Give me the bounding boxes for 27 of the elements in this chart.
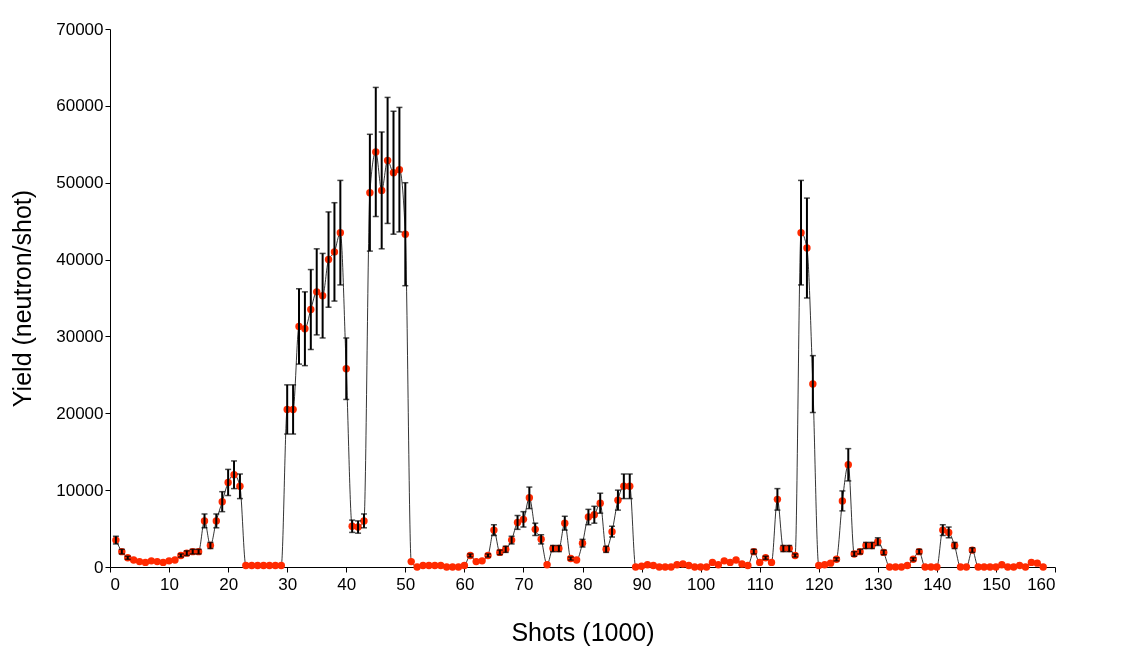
y-tick-label: 20000 [56, 403, 104, 423]
y-axis-title: Yield (neutron/shot) [8, 189, 37, 408]
y-tick-label: 60000 [56, 96, 104, 116]
y-tick-label: 0 [94, 557, 104, 577]
y-tick-label: 50000 [56, 173, 104, 193]
x-tick-label: 80 [573, 574, 593, 594]
x-tick-label: 60 [455, 574, 475, 594]
y-tick-label: 10000 [56, 480, 104, 500]
x-tick-label: 140 [923, 574, 952, 594]
x-tick-label: 30 [278, 574, 298, 594]
y-tick-label: 30000 [56, 326, 104, 346]
x-tick-label: 120 [805, 574, 834, 594]
x-tick-label: 110 [746, 574, 774, 594]
y-tick-label: 70000 [56, 19, 104, 39]
x-tick-label: 50 [396, 574, 416, 594]
x-tick-label: 10 [160, 574, 180, 594]
x-tick-label: 0 [110, 574, 120, 594]
x-tick-label: 100 [686, 574, 716, 594]
x-tick-label: 160 [1027, 574, 1056, 594]
x-tick-label: 20 [219, 574, 239, 594]
y-tick-label: 40000 [56, 250, 104, 270]
x-tick-label: 90 [632, 574, 652, 594]
x-tick-label: 150 [982, 574, 1011, 594]
x-tick-label: 40 [337, 574, 357, 594]
x-axis-title: Shots (1000) [511, 617, 655, 646]
x-tick-label: 70 [514, 574, 534, 594]
x-tick-label: 130 [864, 574, 893, 594]
